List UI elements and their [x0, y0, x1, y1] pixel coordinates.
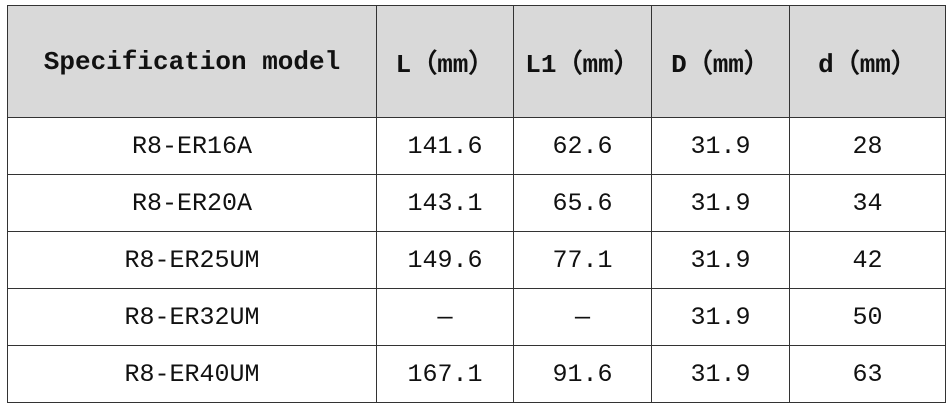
table-row: R8-ER32UM — —31.9 50 — [7, 288, 946, 346]
table-cell: R8-ER16A — [7, 117, 377, 175]
table-cell: 143.1 — [376, 174, 514, 232]
table-row: R8-ER20A 143.1 65.6 31.9 34 — [7, 174, 946, 232]
table-cell: 91.6 — [513, 345, 652, 403]
header-cell: d（mm） — [789, 5, 946, 118]
spec-table: Specification model L（mm） L1（mm） D（mm） d（mm）… — [7, 5, 946, 403]
table-row: R8-ER16A 141.6 62.6 31.9 28 — [7, 117, 946, 175]
header-cell: D（mm） — [651, 5, 790, 118]
table-cell: 31.9 — [651, 288, 790, 346]
table-cell: R8-ER20A — [7, 174, 377, 232]
table-cell: R8-ER32UM — [7, 288, 377, 346]
table-cell: 141.6 — [376, 117, 514, 175]
table-cell: 31.9 — [651, 174, 790, 232]
header-cell: L1（mm） — [513, 5, 652, 118]
header-row: Specification model L（mm） L1（mm） D（mm） d（mm） — [7, 5, 946, 118]
table-row: R8-ER25UM 149.6 77.1 31.9 42 — [7, 231, 946, 289]
table-cell: 31.9 — [651, 117, 790, 175]
table-cell: R8-ER25UM — [7, 231, 377, 289]
table-cell: 42 — [789, 231, 946, 289]
table-row: R8-ER40UM 167.1 91.6 31.9 63 — [7, 345, 946, 403]
table-cell: 62.6 — [513, 117, 652, 175]
table-cell: 77.1 — [513, 231, 652, 289]
table-cell: 31.9 — [651, 231, 790, 289]
table-cell: 31.9 — [651, 345, 790, 403]
table-cell: 167.1 — [376, 345, 514, 403]
table-cell: 50 — [789, 288, 946, 346]
header-cell: L（mm） — [376, 5, 514, 118]
table-cell: 28 — [789, 117, 946, 175]
table-cell: R8-ER40UM — [7, 345, 377, 403]
header-cell: Specification model — [7, 5, 377, 118]
table-cell: 149.6 — [376, 231, 514, 289]
table-cell: 34 — [789, 174, 946, 232]
table-cell: 65.6 — [513, 174, 652, 232]
table-cell: — — [513, 288, 652, 346]
table-cell: — — [376, 288, 514, 346]
table-cell: 63 — [789, 345, 946, 403]
